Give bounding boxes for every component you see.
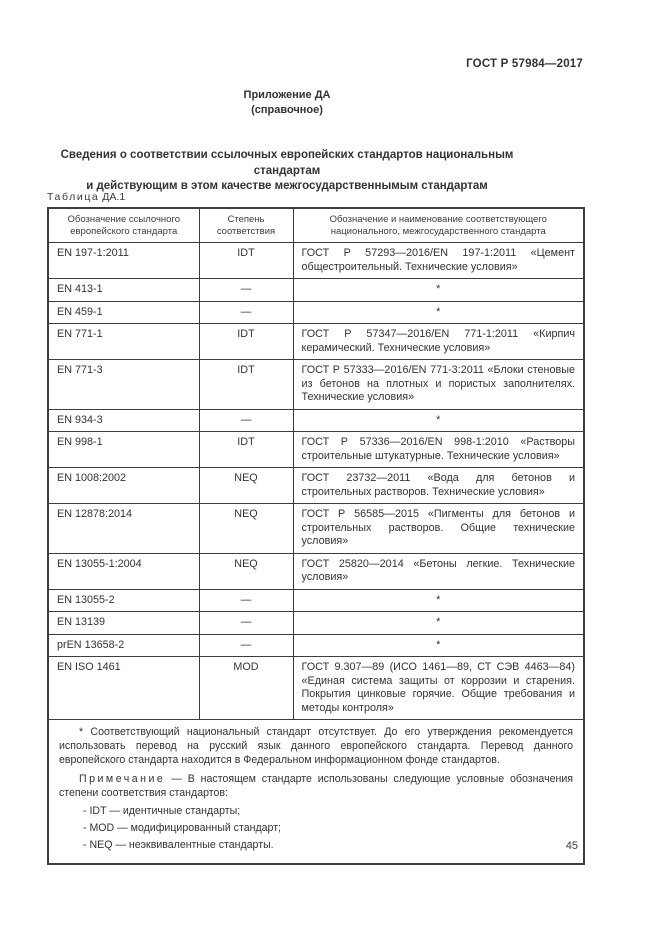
section-title-line1: Сведения о соответствии ссылочных европе…	[60, 149, 514, 177]
cell-european-standard: EN 13055-1:2004	[47, 552, 200, 590]
column-header-national-standard: Обозначение и наименование соответствующ…	[292, 207, 585, 243]
table-row: EN 413-1— *	[47, 278, 585, 302]
cell-degree: MOD	[198, 656, 294, 720]
table-row: EN ISO 1461 MOD ГОСТ 9.307—89 (ИСО 1461—89…	[47, 656, 585, 720]
cell-degree: NEQ	[198, 467, 294, 504]
cell-european-standard: EN ISO 1461	[47, 656, 200, 720]
note-item-neq: - NEQ — неэквивалентные стандарты.	[83, 839, 274, 851]
column-header-european-standard: Обозначение ссылочного европейского стан…	[47, 207, 200, 243]
cell-european-standard: EN 12878:2014	[47, 503, 200, 554]
cell-degree: NEQ	[198, 552, 294, 590]
cell-degree: —	[198, 408, 294, 432]
table-row: EN 13055-1:2004 NEQ ГОСТ 25820—2014 «Бетон…	[47, 552, 585, 590]
table-row: EN 13139— *	[47, 611, 585, 635]
cell-national-standard: *	[292, 588, 585, 612]
table-row: EN 197-1:2011 IDT ГОСТ Р 57293—2016/EN 197…	[47, 242, 585, 279]
table-row: EN 13055-2— *	[47, 588, 585, 612]
cell-degree: IDT	[198, 242, 294, 279]
cell-european-standard: EN 1008:2002	[47, 467, 200, 504]
document-code: ГОСТ Р 57984—2017	[466, 58, 583, 70]
cell-european-standard: EN 197-1:2011	[47, 242, 200, 279]
cell-european-standard: EN 934-3	[47, 408, 200, 432]
cell-national-standard: *	[292, 633, 585, 657]
cell-european-standard: EN 771-3	[47, 359, 200, 410]
table-row: EN 934-3— *	[47, 408, 585, 432]
table-row: EN 459-1— *	[47, 300, 585, 324]
note-label: Примечание	[79, 773, 166, 785]
cell-national-standard: ГОСТ Р 57293—2016/EN 197-1:2011 «Цемент …	[292, 242, 585, 279]
note-lead: Примечание — В настоящем стандарте испол…	[59, 772, 573, 800]
cell-european-standard: EN 13055-2	[47, 588, 200, 612]
cell-european-standard: EN 771-1	[47, 323, 200, 360]
cell-national-standard: *	[292, 278, 585, 302]
cell-national-standard: ГОСТ Р 56585—2015 «Пигменты для бетонов …	[292, 503, 585, 554]
table-label-number: ДА.1	[102, 191, 126, 203]
table-row: prEN 13658-2— *	[47, 633, 585, 657]
table-row: EN 771-3 IDT ГОСТ Р 57333—2016/EN 771-3:20…	[47, 359, 585, 410]
cell-national-standard: ГОСТ Р 57347—2016/EN 771-1:2011 «Кирпич …	[292, 323, 585, 360]
table-row: EN 771-1 IDT ГОСТ Р 57347—2016/EN 771-1:20…	[47, 323, 585, 360]
cell-national-standard: ГОСТ Р 57336—2016/EN 998-1:2010 «Раствор…	[292, 431, 585, 468]
table-header-row: Обозначение ссылочного европейского стан…	[47, 207, 585, 243]
cell-european-standard: EN 413-1	[47, 278, 200, 302]
cell-degree: IDT	[198, 323, 294, 360]
table-header: Обозначение ссылочного европейского стан…	[47, 207, 585, 243]
cell-degree: —	[198, 633, 294, 657]
table-footnote-section: * Соответствующий национальный стандарт …	[47, 719, 585, 865]
cell-national-standard: ГОСТ Р 57333—2016/EN 771-3:2011 «Блоки с…	[292, 359, 585, 410]
cell-national-standard: ГОСТ 25820—2014 «Бетоны легкие. Техничес…	[292, 552, 585, 590]
table-row: EN 998-1 IDT ГОСТ Р 57336—2016/EN 998-1:20…	[47, 431, 585, 468]
cell-degree: —	[198, 300, 294, 324]
column-header-degree: Степень соответствия	[198, 207, 294, 243]
appendix-title: Приложение ДА	[243, 89, 331, 101]
note-item-idt: - IDT — идентичные стандарты;	[83, 805, 241, 817]
section-title-line2: и действующим в этом качестве межгосудар…	[86, 180, 488, 192]
table-label: Таблица ДА.1	[47, 191, 125, 203]
table-row: EN 12878:2014 NEQ ГОСТ Р 56585—2015 «Пигме…	[47, 503, 585, 554]
appendix-subtitle: (справочное)	[251, 103, 323, 116]
cell-european-standard: EN 998-1	[47, 431, 200, 468]
cell-degree: IDT	[198, 359, 294, 410]
cell-degree: NEQ	[198, 503, 294, 554]
cell-european-standard: EN 459-1	[47, 300, 200, 324]
table-label-word: Таблица	[47, 191, 100, 203]
note-item-mod: - MOD — модифицированный стандарт;	[83, 822, 281, 834]
table-footnote-row: * Соответствующий национальный стандарт …	[47, 719, 585, 865]
section-title: Сведения о соответствии ссылочных европе…	[27, 148, 547, 195]
correspondence-table: Обозначение ссылочного европейского стан…	[47, 207, 585, 865]
cell-degree: —	[198, 278, 294, 302]
table-row: EN 1008:2002 NEQ ГОСТ 23732—2011 «Вода для…	[47, 467, 585, 504]
table-body: EN 197-1:2011 IDT ГОСТ Р 57293—2016/EN 197…	[47, 242, 585, 720]
page-number: 45	[565, 840, 578, 852]
footnote-text: * Соответствующий национальный стандарт …	[59, 726, 573, 766]
cell-national-standard: ГОСТ 9.307—89 (ИСО 1461—89, СТ СЭВ 4463—…	[292, 656, 585, 720]
table-footnote-cell: * Соответствующий национальный стандарт …	[47, 719, 585, 865]
cell-national-standard: *	[292, 408, 585, 432]
cell-european-standard: EN 13139	[47, 611, 200, 635]
appendix-heading: Приложение ДА (справочное)	[47, 88, 527, 117]
cell-national-standard: *	[292, 611, 585, 635]
cell-national-standard: *	[292, 300, 585, 324]
cell-degree: —	[198, 611, 294, 635]
cell-degree: IDT	[198, 431, 294, 468]
note-text: — В настоящем стандарте использованы сле…	[59, 773, 573, 799]
cell-national-standard: ГОСТ 23732—2011 «Вода для бетонов и стро…	[292, 467, 585, 504]
cell-european-standard: prEN 13658-2	[47, 633, 200, 657]
cell-degree: —	[198, 588, 294, 612]
